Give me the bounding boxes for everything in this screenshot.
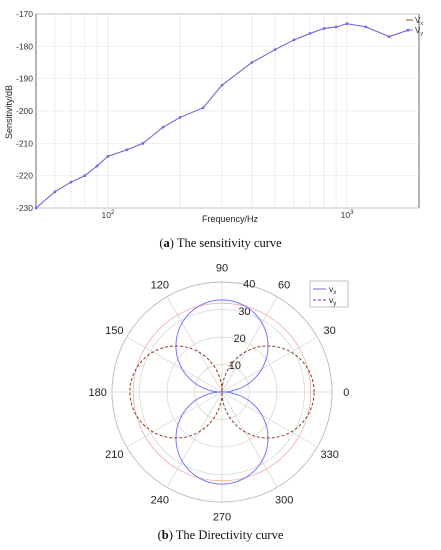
data-point [69, 180, 73, 184]
series [129, 299, 315, 485]
y-tick-label: -220 [16, 171, 33, 181]
data-point [141, 141, 145, 145]
y-tick-label: -210 [16, 138, 33, 148]
angle-tick-label: 0 [343, 387, 349, 399]
angle-tick-label: 120 [151, 279, 169, 291]
data-point [178, 116, 182, 119]
spoke [126, 336, 223, 393]
radial-tick-label: 10 [229, 360, 241, 372]
directivity-chart: 10 20 30 40 0 30 60 90 120 150 180 210 240 270 300 330… [89, 263, 350, 524]
angle-tick-label: 330 [320, 449, 338, 461]
y-tick-label: -190 [16, 74, 33, 84]
polar-series-vx [175, 299, 269, 485]
spoke [166, 296, 223, 393]
angle-tick-label: 60 [278, 279, 290, 291]
angle-tick-label: 30 [324, 325, 336, 337]
data-point [201, 106, 205, 110]
angle-tick-label: 270 [213, 511, 231, 523]
y-tick-label: -170 [16, 9, 33, 19]
legend-label: vx [329, 284, 336, 296]
radial-tick-label: 40 [243, 279, 255, 291]
data-point [106, 154, 110, 158]
angle-tick-label: 90 [216, 263, 228, 275]
angle-tick-label: 180 [89, 387, 107, 399]
caption-a-text: The sensitivity curve [173, 236, 282, 250]
spoke [126, 391, 223, 448]
data-point [387, 35, 391, 39]
legend-label: vy [329, 295, 336, 307]
caption-b: (b) The Directivity curve [157, 528, 284, 542]
data-point [83, 174, 87, 178]
angle-tick-label: 300 [275, 495, 293, 507]
data-point [250, 61, 254, 64]
y-tick-label: -180 [16, 41, 33, 51]
y-axis-label: Sensitivity/dB [4, 85, 14, 139]
series-line-vy [35, 23, 409, 209]
spoke [221, 391, 318, 448]
caption-b-text: The Directivity curve [172, 528, 284, 542]
data-point [273, 48, 277, 51]
x-axis-label: Frequency/Hz [202, 214, 259, 224]
sensitivity-chart: -170 -180 -190 -200 -210 -220 -230 102 103 Freq… [4, 9, 423, 224]
data-point [125, 148, 129, 152]
caption-b-label: b [161, 528, 169, 542]
angle-tick-label: 240 [151, 495, 169, 507]
data-point [220, 83, 224, 87]
data-point [53, 190, 57, 194]
caption-a-label: a [163, 236, 170, 250]
data-point [34, 206, 38, 210]
spoke [221, 391, 278, 488]
data-point [322, 27, 326, 30]
data-point [95, 164, 99, 168]
spoke [166, 391, 223, 488]
data-point [345, 22, 349, 26]
legend-label: Vy [415, 26, 423, 37]
angle-tick-label: 210 [105, 449, 123, 461]
polar-series-vy [129, 345, 315, 439]
reference-circle [132, 302, 312, 482]
angle-tick-label: 150 [105, 325, 123, 337]
series [34, 22, 410, 210]
caption-a: (a) The sensitivity curve [159, 236, 282, 250]
spoke [221, 336, 318, 393]
radial-tick-label: 30 [238, 306, 250, 318]
legend-label: Vx [415, 16, 423, 27]
spoke [221, 296, 278, 393]
data-point [161, 125, 165, 129]
grid [36, 13, 419, 209]
x-tick-label: 102 [102, 210, 115, 220]
radial-tick-label: 20 [234, 333, 246, 345]
y-tick-label: -200 [16, 106, 33, 116]
radial-labels: 10 20 30 40 [229, 279, 256, 372]
data-point [292, 38, 296, 42]
x-tick-label: 103 [341, 210, 354, 220]
legend-box [309, 280, 349, 308]
x-ticks: 102 103 [102, 210, 355, 220]
data-point [334, 25, 338, 29]
y-tick-label: -230 [16, 203, 33, 213]
data-point [364, 25, 368, 29]
angle-labels: 0 30 60 90 120 150 180 210 240 270 300 330 [89, 263, 350, 524]
y-ticks: -170 -180 -190 -200 -210 -220 -230 [16, 9, 33, 213]
data-point [308, 32, 312, 35]
